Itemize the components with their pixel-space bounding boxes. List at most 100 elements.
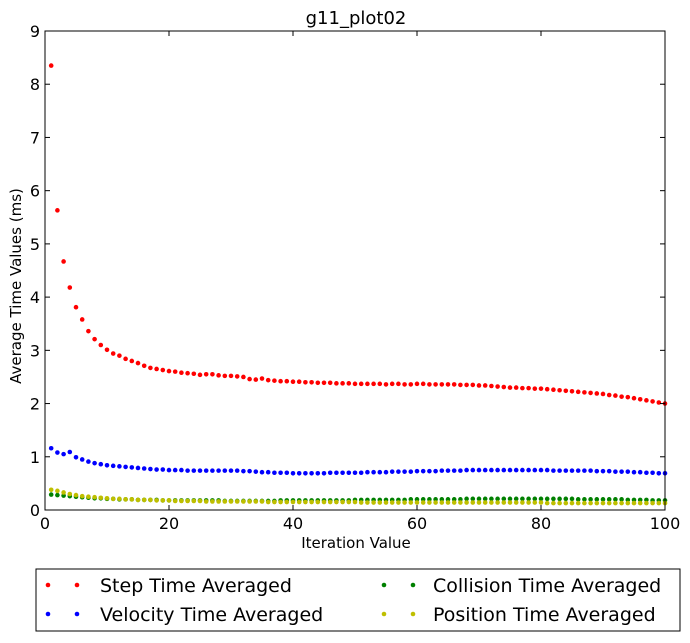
y-tick-label: 8 [30,75,40,94]
data-point [377,469,383,475]
data-point [228,468,234,473]
data-point [396,381,401,387]
data-point [513,496,519,502]
data-point [439,500,445,505]
data-point [532,386,538,391]
legend-marker [410,582,416,588]
data-point [334,499,339,505]
data-point [532,496,538,502]
data-point [67,491,73,497]
data-point [606,500,612,506]
data-point [526,467,531,473]
data-point [402,500,407,505]
series-0 [48,63,668,406]
data-point [241,468,246,474]
data-point [575,497,581,502]
data-point [507,385,513,390]
data-point [309,470,314,476]
data-point [445,382,451,387]
data-point [272,499,277,505]
x-tick-label: 60 [407,514,427,533]
data-point [371,381,376,387]
data-point [154,467,159,472]
data-point [377,500,383,505]
legend-label: Step Time Averaged [100,575,292,597]
data-point [489,500,494,505]
data-point [55,208,60,213]
data-point [98,342,104,348]
data-point [79,317,85,322]
data-point [420,500,426,505]
data-point [179,467,184,473]
data-point [185,370,190,376]
data-point [476,467,482,473]
data-point [309,499,314,505]
data-point [631,497,637,503]
data-point [495,384,500,389]
data-point [482,467,488,473]
data-point [594,497,600,502]
data-point [445,468,451,473]
series-2 [48,445,668,476]
data-point [625,469,631,474]
data-point [259,376,265,381]
data-point [247,468,252,474]
data-point [563,500,569,506]
data-point [203,499,209,504]
data-point [551,468,556,473]
data-point [148,466,153,472]
data-point [234,374,240,379]
data-point [216,373,221,378]
data-point [166,498,172,503]
y-tick-label: 2 [30,395,40,414]
data-point [104,462,110,468]
data-point [321,380,327,386]
data-point [631,395,637,401]
data-point [340,381,345,386]
data-point [557,387,562,393]
legend-label: Collision Time Averaged [433,575,661,597]
data-point [172,369,178,374]
data-point [644,398,649,403]
data-point [172,498,178,504]
data-point [67,285,73,290]
data-point [420,381,426,387]
data-point [408,469,414,474]
data-point [476,383,482,388]
data-point [501,467,507,473]
data-point [185,498,190,504]
data-point [613,469,618,474]
data-point [414,468,420,474]
data-point [265,377,271,383]
data-point [507,500,513,505]
y-tick-label: 7 [30,128,40,147]
data-point [625,394,631,400]
data-point [563,496,569,502]
data-point [650,399,655,404]
data-point [606,468,612,474]
data-point [389,381,395,387]
data-point [247,376,252,382]
data-point [197,498,203,504]
data-point [55,488,60,494]
x-axis-label: Iteration Value [301,534,411,552]
data-point [210,468,215,473]
data-point [482,383,488,388]
data-point [203,468,209,473]
x-tick-label: 20 [159,514,179,533]
data-point [588,497,593,502]
data-point [334,381,339,386]
data-point [253,377,259,382]
plot-frame [44,30,666,511]
data-point [470,500,476,505]
data-point [464,382,469,388]
data-point [154,498,159,503]
legend-frame [35,568,681,632]
data-point [352,381,358,387]
data-point [92,336,97,342]
data-point [613,497,618,502]
data-point [148,497,153,503]
data-point [272,378,277,383]
y-tick-label: 5 [30,235,40,254]
data-point [265,499,271,505]
